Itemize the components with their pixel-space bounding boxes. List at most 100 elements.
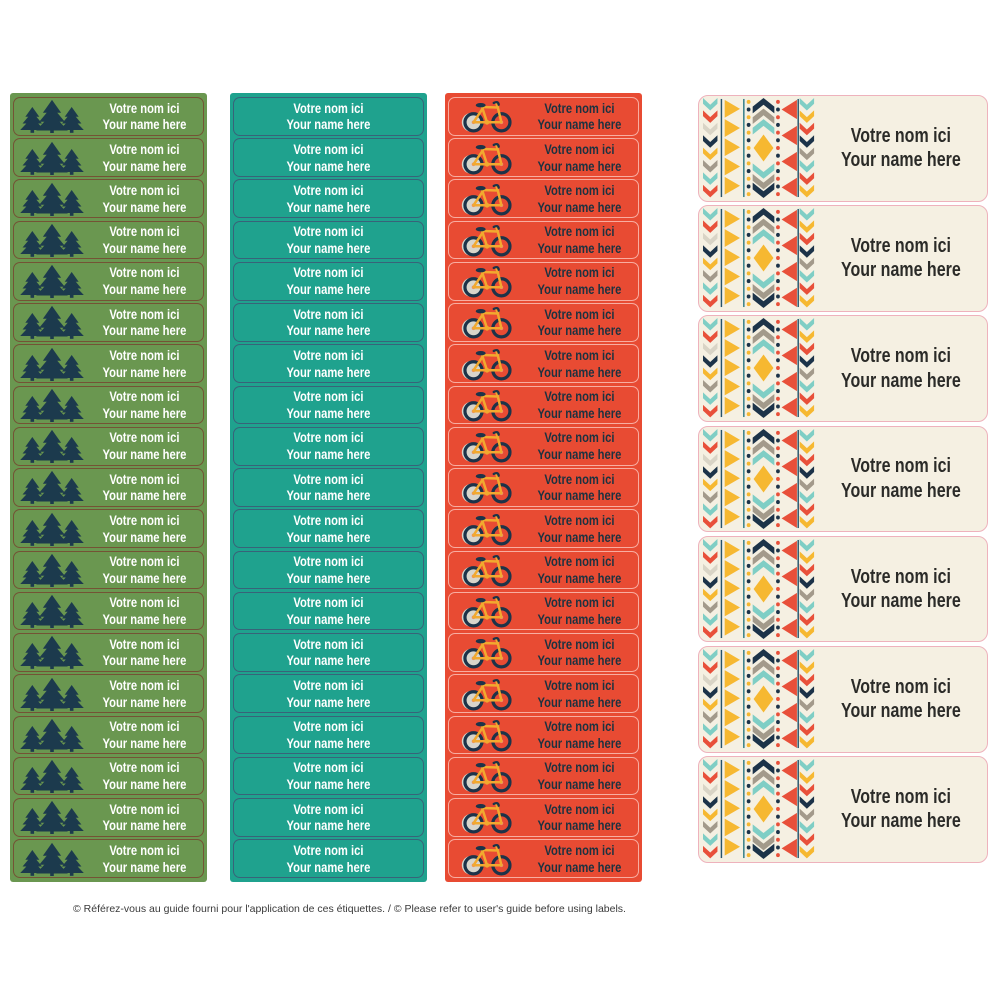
- name-label: Votre nom ici Your name here: [448, 715, 639, 755]
- label-line-fr: Votre nom ici: [293, 800, 364, 817]
- name-label: Votre nom ici Your name here: [448, 839, 639, 878]
- label-line-en: Your name here: [286, 446, 371, 463]
- name-label: Votre nom ici Your name here: [233, 509, 424, 548]
- name-label: Votre nom ici Your name here: [13, 220, 204, 260]
- pine-trees-icon: [14, 759, 86, 794]
- name-label: Votre nom ici Your name here: [233, 715, 424, 755]
- name-label: Votre nom ici Your name here: [233, 756, 424, 796]
- label-text: Votre nom ici Your name here: [86, 677, 203, 711]
- label-line-en: Your name here: [286, 817, 371, 834]
- name-label: Votre nom ici Your name here: [448, 385, 639, 425]
- label-text: Votre nom ici Your name here: [821, 647, 981, 752]
- name-label: Votre nom ici Your name here: [13, 674, 204, 713]
- name-label: Votre nom ici Your name here: [448, 509, 639, 548]
- label-line-fr: Votre nom ici: [544, 553, 615, 570]
- name-label: Votre nom ici Your name here: [448, 220, 639, 260]
- bicycle-icon: [449, 634, 521, 670]
- label-text: Votre nom ici Your name here: [521, 553, 638, 587]
- name-label: Votre nom ici Your name here: [13, 179, 204, 219]
- bicycle-icon: [449, 304, 521, 340]
- name-label: Votre nom ici Your name here: [448, 468, 639, 507]
- label-line-en: Your name here: [286, 240, 371, 257]
- label-text: Votre nom ici Your name here: [521, 677, 638, 711]
- label-line-en: Your name here: [841, 479, 961, 502]
- label-text: Votre nom ici Your name here: [234, 471, 423, 505]
- label-line-en: Your name here: [102, 776, 187, 793]
- label-line-fr: Votre nom ici: [544, 346, 615, 363]
- name-label: Votre nom ici Your name here: [13, 797, 204, 837]
- label-line-en: Your name here: [537, 858, 622, 875]
- label-line-fr: Votre nom ici: [544, 676, 615, 693]
- label-line-fr: Votre nom ici: [544, 470, 615, 487]
- label-text: Votre nom ici Your name here: [521, 636, 638, 670]
- label-line-en: Your name here: [537, 157, 622, 174]
- label-line-en: Your name here: [537, 281, 622, 298]
- label-text: Votre nom ici Your name here: [234, 594, 423, 628]
- label-line-en: Your name here: [102, 322, 187, 339]
- label-line-fr: Votre nom ici: [544, 511, 615, 528]
- name-label: Votre nom ici Your name here: [698, 535, 988, 643]
- label-line-en: Your name here: [537, 528, 622, 545]
- label-line-fr: Votre nom ici: [293, 470, 364, 487]
- label-line-en: Your name here: [286, 652, 371, 669]
- label-line-en: Your name here: [102, 693, 187, 710]
- label-text: Votre nom ici Your name here: [86, 636, 203, 670]
- pine-trees-icon: [14, 141, 86, 175]
- name-label: Votre nom ici Your name here: [448, 797, 639, 837]
- bicycle-icon: [449, 799, 521, 835]
- label-text: Votre nom ici Your name here: [234, 306, 423, 340]
- aztec-pattern: [703, 208, 815, 309]
- name-label: Votre nom ici Your name here: [448, 303, 639, 342]
- label-line-en: Your name here: [841, 369, 961, 392]
- label-line-en: Your name here: [841, 590, 961, 613]
- label-text: Votre nom ici Your name here: [234, 512, 423, 546]
- aztec-pattern: [703, 428, 815, 529]
- label-line-en: Your name here: [102, 611, 187, 628]
- name-label: Votre nom ici Your name here: [13, 839, 204, 878]
- label-line-fr: Votre nom ici: [293, 594, 364, 611]
- label-line-en: Your name here: [537, 487, 622, 504]
- aztec-pattern: [703, 538, 815, 639]
- label-line-en: Your name here: [841, 259, 961, 282]
- pine-trees-icon: [14, 347, 86, 381]
- label-line-fr: Votre nom ici: [544, 223, 615, 240]
- name-label: Votre nom ici Your name here: [233, 674, 424, 713]
- name-label: Votre nom ici Your name here: [13, 756, 204, 796]
- bicycle-icon: [449, 676, 521, 712]
- label-text: Votre nom ici Your name here: [234, 223, 423, 257]
- bicycle-icon: [449, 717, 521, 753]
- label-text: Votre nom ici Your name here: [521, 801, 638, 835]
- label-line-en: Your name here: [286, 404, 371, 421]
- label-text: Votre nom ici Your name here: [234, 429, 423, 463]
- pine-trees-icon: [14, 305, 86, 340]
- label-line-en: Your name here: [537, 652, 622, 669]
- label-line-fr: Votre nom ici: [293, 718, 364, 735]
- label-text: Votre nom ici Your name here: [234, 347, 423, 381]
- name-label: Votre nom ici Your name here: [698, 95, 988, 202]
- name-label: Votre nom ici Your name here: [233, 468, 424, 507]
- label-line-fr: Votre nom ici: [293, 99, 364, 116]
- label-text: Votre nom ici Your name here: [521, 100, 638, 134]
- label-line-en: Your name here: [286, 116, 371, 133]
- label-text: Votre nom ici Your name here: [234, 677, 423, 711]
- name-label: Votre nom ici Your name here: [448, 179, 639, 219]
- label-text: Votre nom ici Your name here: [521, 429, 638, 463]
- label-line-fr: Votre nom ici: [544, 635, 615, 652]
- name-label: Votre nom ici Your name here: [13, 138, 204, 177]
- label-text: Votre nom ici Your name here: [234, 759, 423, 793]
- label-text: Votre nom ici Your name here: [521, 388, 638, 422]
- label-line-fr: Votre nom ici: [109, 511, 180, 528]
- label-text: Votre nom ici Your name here: [234, 636, 423, 670]
- name-label: Votre nom ici Your name here: [13, 715, 204, 755]
- pine-trees-icon: [14, 99, 86, 134]
- label-line-en: Your name here: [537, 446, 622, 463]
- label-line-fr: Votre nom ici: [544, 140, 615, 157]
- pine-trees-icon: [14, 470, 86, 505]
- label-text: Votre nom ici Your name here: [234, 388, 423, 422]
- pine-trees-icon: [14, 388, 86, 422]
- label-line-fr: Votre nom ici: [293, 676, 364, 693]
- label-text: Votre nom ici Your name here: [86, 347, 203, 381]
- name-label: Votre nom ici Your name here: [13, 303, 204, 342]
- name-label: Votre nom ici Your name here: [448, 674, 639, 713]
